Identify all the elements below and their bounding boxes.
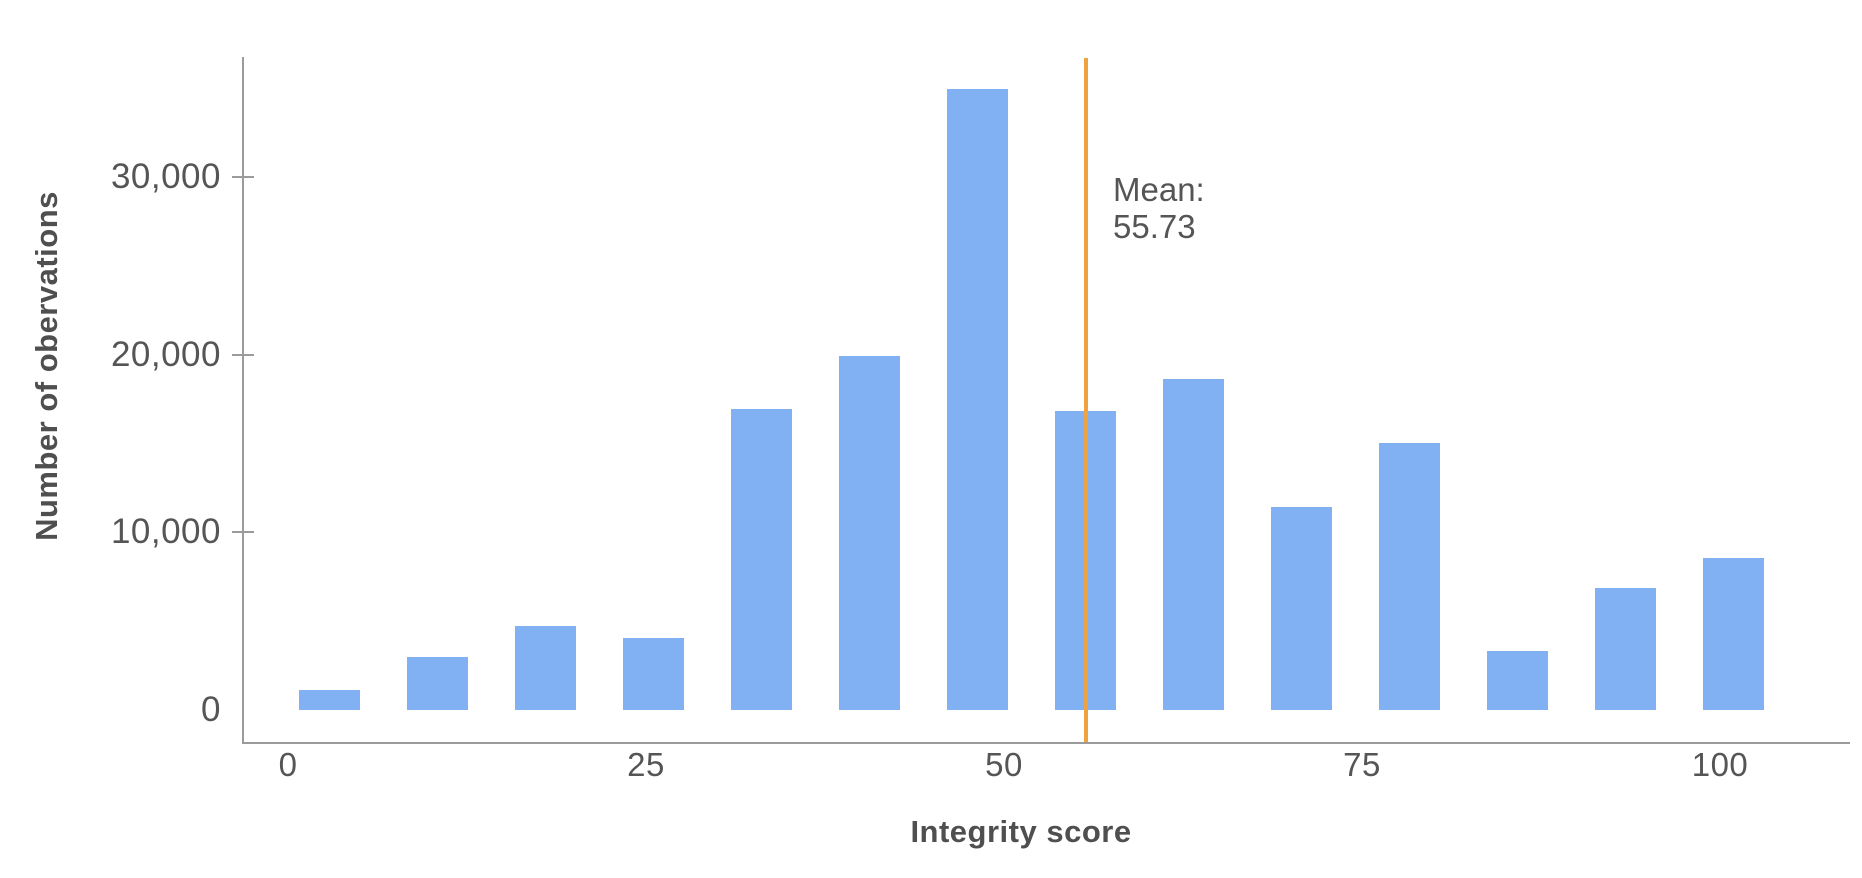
bar-12	[1594, 587, 1656, 710]
mean-line	[1084, 58, 1089, 742]
x-tick-label-75: 75	[1343, 746, 1381, 783]
mean-annotation-line1: Mean:	[1113, 171, 1205, 208]
y-tick-label-0: 0	[201, 690, 221, 729]
x-tick-label-0: 0	[278, 746, 298, 783]
bar-6	[946, 88, 1008, 710]
x-axis-title: Integrity score	[910, 814, 1132, 849]
bar-9	[1270, 507, 1332, 710]
bar-1	[407, 656, 468, 710]
y-tick-mark-20,000	[232, 353, 254, 356]
x-tick-label-25: 25	[627, 746, 665, 783]
bar-2	[514, 625, 576, 710]
x-tick-label-100: 100	[1691, 746, 1749, 783]
x-tick-label-50: 50	[985, 746, 1023, 783]
y-tick-label-20,000: 20,000	[110, 334, 221, 374]
bar-0	[299, 689, 361, 710]
mean-annotation: Mean: 55.73	[1113, 171, 1205, 245]
y-tick-label-10,000: 10,000	[110, 512, 221, 552]
bar-8	[1162, 378, 1224, 710]
mean-annotation-line2: 55.73	[1113, 208, 1196, 245]
bar-5	[838, 355, 900, 710]
bar-10	[1378, 442, 1440, 710]
y-tick-mark-30,000	[232, 176, 254, 179]
bar-11	[1486, 650, 1548, 710]
y-tick-mark-10,000	[232, 531, 254, 534]
y-axis-line	[242, 57, 244, 743]
bar-13	[1702, 558, 1764, 710]
bar-4	[730, 408, 792, 710]
bar-3	[622, 637, 684, 710]
y-tick-label-30,000: 30,000	[110, 157, 221, 197]
x-axis-line	[242, 742, 1850, 744]
